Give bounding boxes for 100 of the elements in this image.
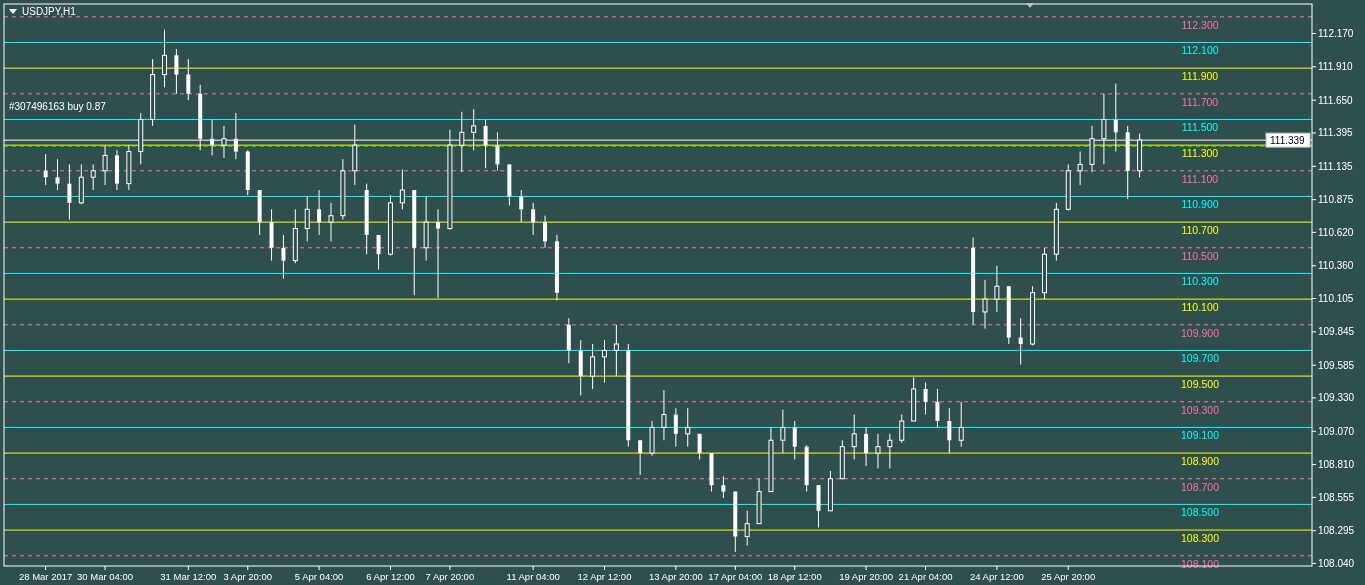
ref-line-label: 109.100 bbox=[1181, 429, 1220, 442]
candlestick bbox=[661, 389, 667, 441]
y-tick-label: 110.360 bbox=[1318, 260, 1354, 272]
y-tick-label: 108.555 bbox=[1318, 491, 1355, 503]
candlestick bbox=[721, 475, 726, 499]
candlestick bbox=[1018, 317, 1023, 366]
ref-line-label: 111.900 bbox=[1181, 70, 1219, 83]
candlestick bbox=[638, 439, 643, 476]
candlestick bbox=[233, 112, 238, 160]
x-tick-label: 6 Apr 12:00 bbox=[366, 571, 415, 582]
ref-line-label: 110.100 bbox=[1181, 301, 1219, 314]
ref-line-label: 108.300 bbox=[1181, 532, 1220, 545]
candlestick bbox=[780, 408, 786, 454]
x-tick-label: 12 Apr 12:00 bbox=[577, 571, 632, 582]
y-tick-label: 108.810 bbox=[1318, 459, 1355, 471]
ref-line-label: 110.300 bbox=[1181, 275, 1219, 288]
x-tick-label: 31 Mar 12:00 bbox=[160, 571, 217, 582]
ref-line-label: 109.900 bbox=[1181, 326, 1220, 339]
candlestick bbox=[685, 407, 691, 448]
x-tick-label: 5 Apr 04:00 bbox=[294, 571, 344, 582]
y-tick-label: 111.910 bbox=[1318, 61, 1354, 73]
candlestick bbox=[186, 58, 191, 101]
x-tick-label: 21 Apr 04:00 bbox=[898, 571, 953, 582]
candlestick bbox=[471, 108, 477, 151]
ref-line-label: 112.300 bbox=[1181, 18, 1219, 31]
candlestick bbox=[436, 208, 441, 299]
candlestick bbox=[495, 131, 500, 172]
candlestick bbox=[875, 433, 881, 469]
candlestick bbox=[601, 339, 607, 384]
candlestick bbox=[744, 510, 750, 546]
ref-line-label: 111.500 bbox=[1181, 121, 1219, 134]
ref-line-label: 109.500 bbox=[1181, 378, 1220, 391]
ref-line-label: 111.339 bbox=[1270, 134, 1306, 146]
candlestick bbox=[459, 111, 465, 173]
candlestick bbox=[399, 169, 405, 210]
candlestick bbox=[958, 401, 964, 448]
candlestick bbox=[55, 158, 60, 191]
candlestick bbox=[697, 433, 702, 460]
y-tick-label: 109.845 bbox=[1318, 326, 1355, 338]
y-tick-label: 111.135 bbox=[1318, 160, 1354, 172]
ref-line-label: 112.100 bbox=[1181, 44, 1219, 57]
candlestick bbox=[935, 388, 940, 428]
candlestick bbox=[947, 407, 952, 454]
ref-line-label: 108.900 bbox=[1181, 455, 1220, 468]
candlestick bbox=[673, 407, 678, 448]
ref-line-label: 108.500 bbox=[1181, 506, 1220, 519]
candlestick bbox=[328, 202, 334, 242]
candlestick bbox=[1077, 151, 1083, 186]
candlestick bbox=[221, 125, 227, 159]
candlestick bbox=[1101, 93, 1107, 165]
ref-line-label: 111.100 bbox=[1181, 172, 1219, 185]
ref-line-label: 109.300 bbox=[1181, 403, 1220, 416]
ref-line-label: 109.700 bbox=[1181, 352, 1220, 365]
y-tick-label: 111.650 bbox=[1318, 94, 1354, 106]
candlestick bbox=[162, 29, 168, 88]
x-tick-label: 30 Mar 04:00 bbox=[77, 571, 134, 582]
x-tick-label: 13 Apr 20:00 bbox=[648, 571, 703, 582]
x-tick-label: 11 Apr 04:00 bbox=[506, 571, 560, 582]
y-tick-label: 108.295 bbox=[1318, 525, 1355, 537]
candlestick bbox=[923, 382, 928, 416]
x-tick-label: 7 Apr 20:00 bbox=[425, 571, 475, 582]
y-tick-label: 109.585 bbox=[1318, 359, 1355, 371]
y-tick-label: 110.875 bbox=[1318, 194, 1354, 206]
annotation: #307496163 buy 0.87 bbox=[9, 101, 107, 112]
ref-line-label: 110.900 bbox=[1181, 198, 1219, 211]
y-tick-label: 109.070 bbox=[1318, 425, 1355, 437]
candlestick bbox=[317, 189, 322, 236]
y-tick-label: 109.330 bbox=[1318, 392, 1355, 404]
x-tick-label: 3 Apr 20:00 bbox=[223, 571, 273, 582]
chart-title: USDJPY,H1 bbox=[22, 6, 77, 17]
candlestick bbox=[174, 48, 179, 95]
candlestick bbox=[1113, 83, 1118, 153]
candlestick bbox=[531, 202, 536, 236]
candlestick bbox=[590, 343, 596, 390]
candlestick bbox=[43, 153, 48, 186]
candlestick bbox=[899, 414, 905, 444]
y-tick-label: 111.395 bbox=[1318, 127, 1354, 139]
candlestick bbox=[792, 420, 797, 460]
candlestick bbox=[483, 118, 488, 169]
x-tick-label: 24 Apr 12:00 bbox=[969, 571, 1024, 582]
candlestick bbox=[994, 265, 1000, 313]
candlestick bbox=[851, 414, 857, 460]
ref-line-label: 111.700 bbox=[1181, 95, 1219, 108]
candlestick bbox=[543, 215, 548, 249]
candlestick bbox=[281, 234, 286, 280]
x-tick-label: 25 Apr 20:00 bbox=[1041, 571, 1096, 582]
y-tick-label: 110.620 bbox=[1318, 226, 1354, 238]
candlestick bbox=[67, 163, 72, 221]
y-tick-label: 112.170 bbox=[1318, 28, 1354, 40]
candlestick bbox=[519, 189, 524, 223]
y-tick-label: 108.040 bbox=[1318, 557, 1355, 569]
ref-line-label: 110.500 bbox=[1181, 249, 1219, 262]
ref-line-label: 111.300 bbox=[1181, 147, 1219, 160]
ref-line-label: 110.700 bbox=[1181, 224, 1219, 237]
x-tick-label: 28 Mar 2017 bbox=[18, 571, 73, 582]
candlestick bbox=[864, 426, 869, 467]
candlestick bbox=[613, 324, 619, 377]
candlestick bbox=[304, 195, 310, 242]
x-tick-label: 17 Apr 04:00 bbox=[708, 571, 763, 582]
candlestick bbox=[102, 144, 108, 186]
